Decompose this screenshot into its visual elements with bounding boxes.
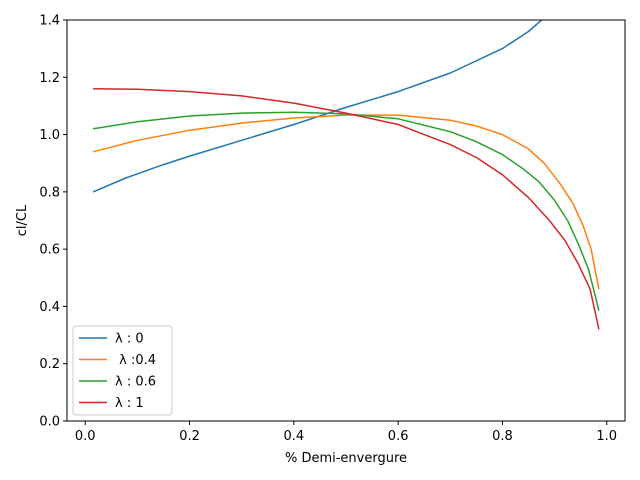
y-tick-label: 1.0 (39, 128, 60, 143)
series-line-2 (92, 111, 600, 311)
x-tick-label: 0.8 (492, 429, 513, 444)
y-axis-label: cl/CL (15, 204, 30, 236)
x-tick-label: 1.0 (596, 429, 617, 444)
x-axis-label: % Demi-envergure (285, 451, 407, 466)
series-line-1 (92, 114, 600, 290)
series-line-0 (92, 20, 543, 193)
x-tick-label: 0.6 (388, 429, 409, 444)
y-tick-label: 0.0 (39, 415, 60, 430)
y-tick-label: 0.8 (39, 185, 60, 200)
legend: λ : 0 λ :0.4 λ : 0.6 λ : 1 (72, 325, 173, 416)
legend-label: λ :0.4 (115, 353, 156, 368)
y-tick-label: 1.2 (39, 71, 60, 86)
y-tick-label: 1.4 (39, 14, 60, 29)
plot-area-frame (66, 19, 626, 422)
x-tick-label: 0.0 (75, 429, 96, 444)
legend-box (72, 325, 173, 416)
y-tick-label: 0.4 (39, 300, 60, 315)
x-tick-label: 0.4 (284, 429, 305, 444)
x-axis: 0.0 0.2 0.4 0.6 0.8 1.0 (75, 421, 617, 444)
legend-label: λ : 0 (115, 332, 144, 347)
y-axis: 0.0 0.2 0.4 0.6 0.8 1.0 1.2 1.4 (39, 14, 67, 430)
legend-label: λ : 0.6 (115, 375, 156, 390)
legend-label: λ : 1 (115, 396, 144, 411)
x-tick-label: 0.2 (179, 429, 200, 444)
y-tick-label: 0.6 (39, 243, 60, 258)
series-layer (92, 20, 600, 330)
series-line-3 (93, 87, 600, 330)
y-tick-label: 0.2 (39, 357, 60, 372)
